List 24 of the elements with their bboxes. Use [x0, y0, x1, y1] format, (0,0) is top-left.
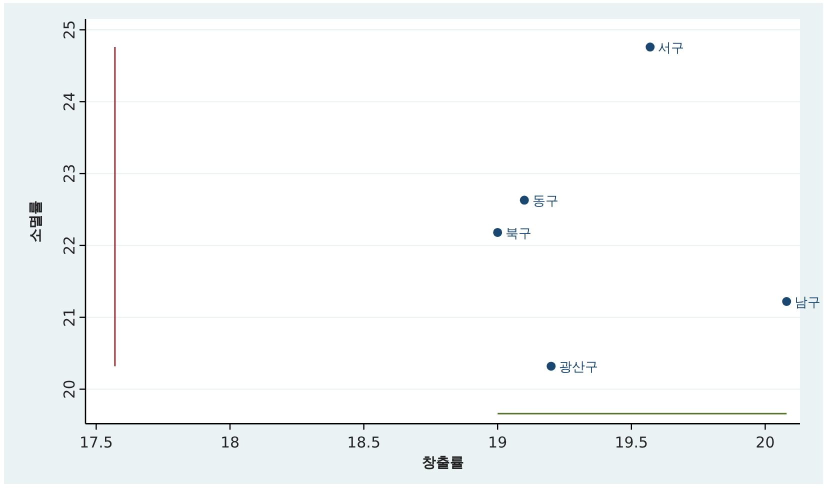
annotation: 북구 [506, 226, 532, 242]
point [782, 297, 792, 306]
y-tick-label: 20 [60, 380, 78, 399]
x-tick-label: 18.5 [347, 434, 381, 452]
y-tick-label: 21 [60, 308, 78, 327]
annotation: 남구 [794, 296, 821, 310]
y-tick-label: 23 [60, 164, 78, 184]
y-axis-title: 소멸률 [28, 200, 44, 242]
annotation: 동구 [532, 194, 558, 210]
point [493, 228, 502, 237]
y-tick-label: 22 [60, 236, 78, 255]
x-tick-label: 18 [220, 434, 240, 452]
point [520, 196, 529, 205]
y-tick-label: 25 [60, 20, 78, 40]
y-tick-label: 24 [60, 92, 78, 112]
x-tick-label: 19.5 [614, 434, 648, 452]
annotation: 광산구 [559, 360, 598, 376]
annotation: 서구 [658, 41, 684, 56]
x-tick-label: 17.5 [80, 434, 113, 452]
x-tick-label: 20 [756, 434, 775, 452]
point [546, 362, 556, 371]
point [646, 42, 655, 52]
x-axis-title: 창출률 [422, 455, 464, 471]
x-tick-label: 19 [488, 434, 508, 452]
